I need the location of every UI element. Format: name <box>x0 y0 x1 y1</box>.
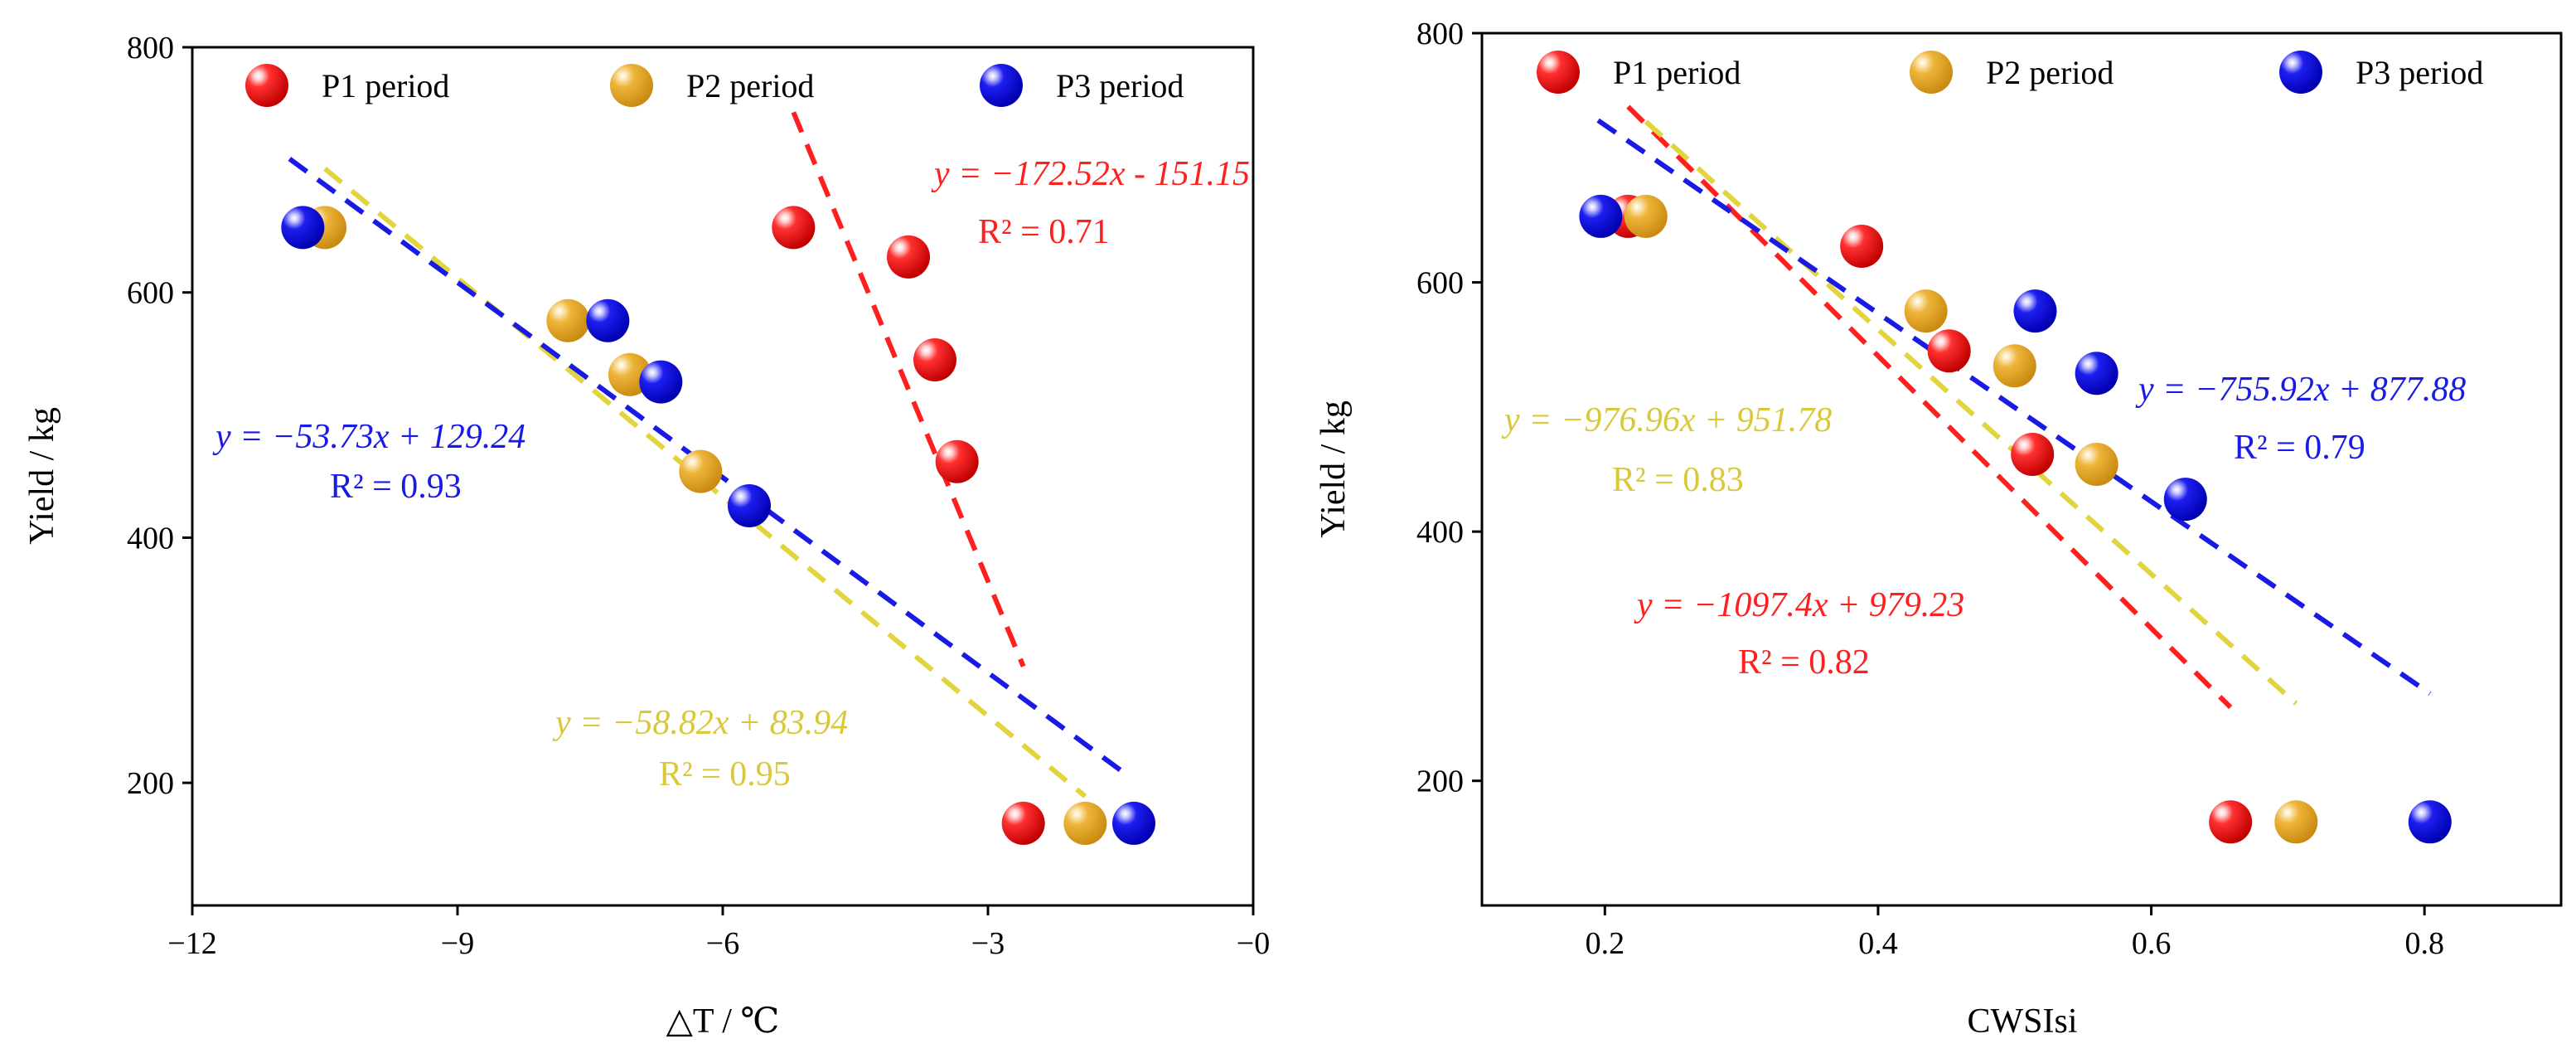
point-p1 <box>1001 801 1045 845</box>
annotation-r2-p2: R² = 0.83 <box>1612 461 1744 499</box>
legend-label-p1: P1 period <box>1613 54 1741 91</box>
legend: P1 period P2 period P3 period <box>245 64 1184 107</box>
point-p1 <box>772 206 816 250</box>
x-axis-title: CWSIsi <box>1967 1002 2077 1041</box>
annotation-r2-p2: R² = 0.95 <box>659 755 791 794</box>
point-p3 <box>586 298 630 342</box>
point-p2 <box>1993 344 2036 388</box>
point-p2 <box>679 449 723 493</box>
point-p2 <box>546 298 590 342</box>
legend-label-p2: P2 period <box>686 67 814 104</box>
axis-ticks: −12 −9 −6 −3 −0 200 400 600 800 <box>127 31 1270 961</box>
legend-marker-p1 <box>1537 51 1580 94</box>
annotation-equation-p3: y = −53.73x + 129.24 <box>212 418 525 456</box>
axis-ticks: 0.2 0.4 0.6 0.8 200 400 600 800 <box>1416 17 2444 961</box>
annotations: y = −976.96x + 951.78 R² = 0.83 y = −755… <box>1501 371 2466 682</box>
point-p2 <box>2075 442 2118 486</box>
x-tick-label: −9 <box>441 926 474 961</box>
legend-label-p1: P1 period <box>322 67 449 104</box>
x-tick-label: −0 <box>1237 926 1270 961</box>
point-p1 <box>1840 224 1884 268</box>
annotation-equation-p1: y = −1097.4x + 979.23 <box>1634 586 1964 624</box>
legend-marker-p2 <box>610 64 653 107</box>
y-tick-label: 800 <box>1416 17 1464 51</box>
point-p3 <box>639 360 683 404</box>
point-p3 <box>728 483 771 527</box>
point-p1 <box>935 439 979 483</box>
annotation-equation-p1: y = −172.52x - 151.15 <box>931 155 1250 193</box>
fit-line-p1 <box>1626 104 2233 710</box>
x-tick-label: 0.8 <box>2404 926 2444 961</box>
point-p1 <box>2209 800 2253 844</box>
y-tick-label: 400 <box>1416 515 1464 550</box>
point-p3 <box>281 206 325 250</box>
annotation-r2-p1: R² = 0.82 <box>1738 643 1870 682</box>
point-p1 <box>913 338 956 382</box>
x-tick-label: 0.4 <box>1858 926 1898 961</box>
point-p2 <box>1063 801 1107 845</box>
x-tick-label: −12 <box>167 926 216 961</box>
x-tick-label: −3 <box>971 926 1005 961</box>
point-p1 <box>2011 432 2055 476</box>
point-p1 <box>1927 329 1971 373</box>
x-axis-title: △T / ℃ <box>666 1002 780 1041</box>
fit-lines <box>1596 104 2432 710</box>
legend-label-p3: P3 period <box>1056 67 1184 104</box>
legend-marker-p3 <box>980 64 1023 107</box>
legend-marker-p3 <box>2279 51 2322 94</box>
chart-panel-cwsisi: 0.2 0.4 0.6 0.8 200 400 600 800 CWSIsi Yield / … <box>1315 17 2563 1041</box>
point-p2 <box>1904 289 1948 333</box>
x-tick-label: 0.2 <box>1586 926 1625 961</box>
point-p3 <box>1112 801 1155 845</box>
x-tick-label: 0.6 <box>2132 926 2172 961</box>
y-tick-label: 200 <box>1416 764 1464 799</box>
x-tick-label: −6 <box>706 926 739 961</box>
y-tick-label: 800 <box>127 31 174 66</box>
annotation-equation-p2: y = −58.82x + 83.94 <box>552 704 848 742</box>
annotation-r2-p3: R² = 0.79 <box>2234 429 2365 467</box>
data-points <box>281 206 1155 845</box>
data-points <box>1579 194 2452 844</box>
annotation-equation-p3: y = −755.92x + 877.88 <box>2135 371 2466 409</box>
annotation-r2-p1: R² = 0.71 <box>978 213 1110 251</box>
point-p2 <box>2274 800 2318 844</box>
y-tick-label: 400 <box>127 521 174 556</box>
point-p1 <box>887 235 930 279</box>
legend-marker-p2 <box>1910 51 1953 94</box>
annotation-r2-p3: R² = 0.93 <box>330 468 462 506</box>
fit-line-p3 <box>1596 118 2432 696</box>
legend: P1 period P2 period P3 period <box>1537 51 2483 94</box>
legend-label-p2: P2 period <box>1986 54 2114 91</box>
y-axis-title: Yield / kg <box>1315 400 1353 538</box>
fit-line-p2 <box>1644 119 2298 706</box>
chart-panel-delta-t: −12 −9 −6 −3 −0 200 400 600 800 △T / ℃ Yield / k… <box>23 31 1270 1041</box>
y-tick-label: 600 <box>1416 266 1464 301</box>
legend-marker-p1 <box>245 64 288 107</box>
legend-label-p3: P3 period <box>2356 54 2483 91</box>
point-p3 <box>2408 800 2452 844</box>
point-p3 <box>1579 194 1623 238</box>
point-p3 <box>2075 352 2118 396</box>
y-tick-label: 600 <box>127 276 174 311</box>
point-p3 <box>2013 289 2057 333</box>
fit-line-p1 <box>791 111 1026 667</box>
y-axis-title: Yield / kg <box>23 407 61 545</box>
annotation-equation-p2: y = −976.96x + 951.78 <box>1501 401 1832 439</box>
point-p2 <box>1624 194 1668 238</box>
annotations: y = −172.52x - 151.15 R² = 0.71 y = −53.… <box>212 155 1250 794</box>
plot-frame <box>1480 32 2563 907</box>
y-tick-label: 200 <box>127 766 174 801</box>
point-p3 <box>2163 478 2207 522</box>
